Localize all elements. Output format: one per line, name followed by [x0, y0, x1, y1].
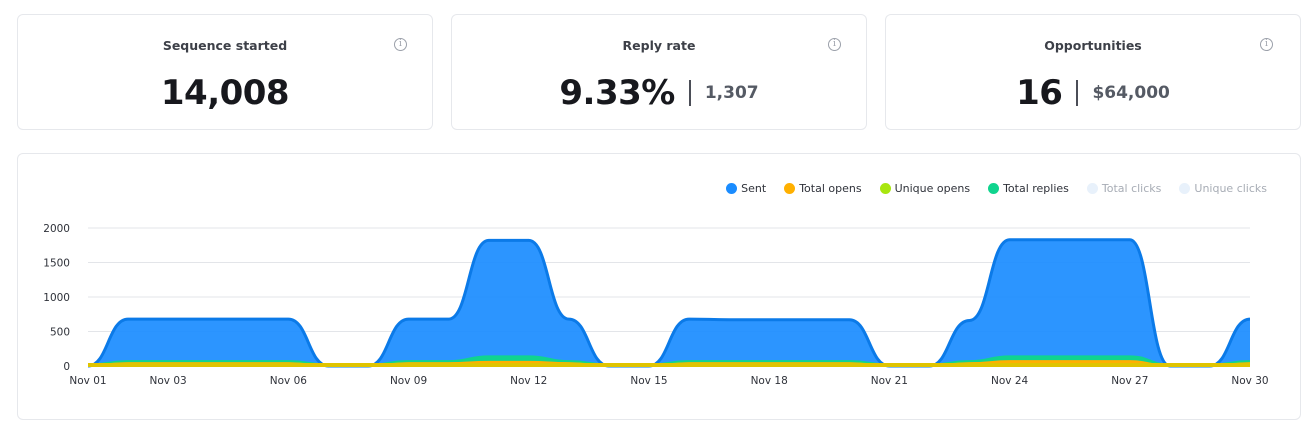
stat-subvalue: $64,000: [1092, 83, 1170, 103]
legend-dot: [1179, 183, 1191, 194]
legend-item-unique-opens[interactable]: Unique opens: [879, 182, 971, 195]
legend-dot: [726, 183, 738, 194]
legend-item-total-clicks[interactable]: Total clicks: [1086, 182, 1162, 195]
y-tick-label: 1500: [43, 258, 70, 270]
legend-label: Total replies: [1003, 182, 1069, 195]
legend-item-total-opens[interactable]: Total opens: [784, 182, 862, 195]
stat-card-reply-rate: Reply rate i 9.33% 1,307: [451, 14, 867, 130]
legend-item-total-replies[interactable]: Total replies: [988, 182, 1069, 195]
legend-dot: [988, 183, 1000, 194]
x-tick-label: Nov 01: [69, 375, 106, 387]
info-icon[interactable]: i: [828, 38, 841, 51]
stat-card-sequence-started: Sequence started i 14,008: [17, 14, 433, 130]
chart-card: 0 500 1000 1500 2000 Nov 01 Nov 03 Nov 06 Nov 09…: [17, 153, 1301, 420]
x-tick-label: Nov 09: [390, 375, 427, 387]
stat-subvalue: 1,307: [704, 83, 759, 103]
stat-value: 14,008: [160, 73, 290, 113]
stat-title: Sequence started: [162, 38, 288, 53]
x-tick-label: Nov 18: [751, 375, 788, 387]
baseline-band: [88, 363, 1250, 367]
series-area-sent: [88, 239, 1250, 366]
y-tick-label: 2000: [43, 223, 70, 235]
y-tick-label: 0: [63, 361, 70, 373]
info-icon[interactable]: i: [394, 38, 407, 51]
legend-item-unique-clicks[interactable]: Unique clicks: [1179, 182, 1267, 195]
legend-item-sent[interactable]: Sent: [726, 182, 766, 195]
legend-label: Total clicks: [1101, 182, 1162, 195]
stat-value-row: 9.33% 1,307: [452, 73, 866, 113]
x-tick-label: Nov 30: [1231, 375, 1268, 387]
legend-label: Unique clicks: [1194, 182, 1267, 195]
legend-label: Total opens: [799, 182, 862, 195]
legend-dot: [879, 183, 891, 194]
stat-value-row: 14,008: [18, 73, 432, 113]
legend-label: Unique opens: [894, 182, 971, 195]
stat-value-row: 16 $64,000: [886, 73, 1300, 113]
chart-legend: Sent Total opens Unique opens Total replies…: [708, 182, 1267, 195]
stat-title: Reply rate: [622, 38, 696, 53]
x-tick-label: Nov 12: [510, 375, 547, 387]
stat-value: 16: [1016, 73, 1063, 113]
series-line-total-replies: [87, 355, 1251, 366]
x-tick-label: Nov 15: [630, 375, 667, 387]
series-line-sent: [87, 238, 1251, 368]
x-tick-label: Nov 27: [1111, 375, 1148, 387]
stat-divider: [688, 80, 691, 106]
stat-value: 9.33%: [559, 73, 675, 113]
x-tick-label: Nov 24: [991, 375, 1029, 387]
x-tick-label: Nov 21: [871, 375, 908, 387]
stat-title: Opportunities: [1044, 38, 1142, 53]
area-chart: 0 500 1000 1500 2000 Nov 01 Nov 03 Nov 06 Nov 09…: [43, 223, 1268, 387]
x-tick-label: Nov 03: [150, 375, 187, 387]
legend-dot: [784, 183, 796, 194]
info-icon[interactable]: i: [1260, 38, 1273, 51]
legend-label: Sent: [741, 182, 767, 195]
x-tick-label: Nov 06: [270, 375, 308, 387]
stat-divider: [1076, 80, 1079, 106]
y-tick-label: 500: [50, 327, 70, 339]
stat-card-opportunities: Opportunities i 16 $64,000: [885, 14, 1301, 130]
y-tick-label: 1000: [43, 292, 70, 304]
legend-dot: [1086, 183, 1098, 194]
